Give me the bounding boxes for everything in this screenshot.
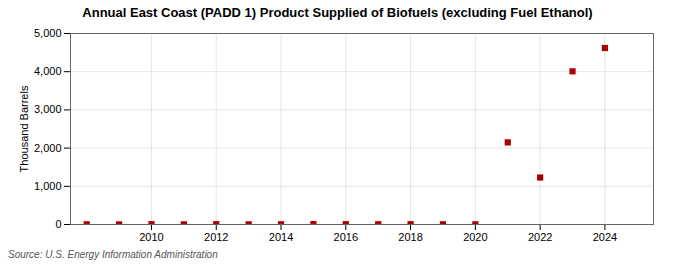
svg-text:5,000: 5,000 [34,27,62,39]
svg-text:2014: 2014 [269,231,293,243]
svg-text:2022: 2022 [528,231,552,243]
svg-text:4,000: 4,000 [34,65,62,77]
svg-text:0: 0 [55,218,61,230]
svg-text:2020: 2020 [463,231,487,243]
svg-text:2018: 2018 [398,231,422,243]
html-text:Source: U.S. Energy Informatio: Source: U.S. Energy Information Administ… [8,249,218,260]
svg-text:3,000: 3,000 [34,103,62,115]
svg-text:1,000: 1,000 [34,180,62,192]
svg-text:2010: 2010 [139,231,163,243]
html-text:Annual East Coast (PADD 1) Pro: Annual East Coast (PADD 1) Product Suppl… [82,5,593,20]
svg-text:Thousand Barrels: Thousand Barrels [18,85,30,172]
svg-text:2016: 2016 [334,231,358,243]
svg-text:2024: 2024 [593,231,617,243]
svg-text:2,000: 2,000 [34,142,62,154]
svg-text:2012: 2012 [204,231,228,243]
